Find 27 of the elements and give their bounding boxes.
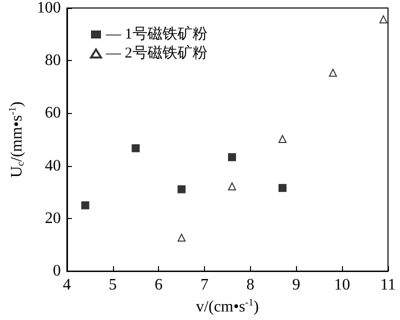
x-tick-label: 8 <box>246 276 254 294</box>
legend-label: — 1号磁铁矿粉 <box>105 26 208 42</box>
point <box>132 144 140 152</box>
x-tick-label: 11 <box>380 276 396 294</box>
x-tick-label: 5 <box>108 276 117 294</box>
x-tick-label: 7 <box>200 276 209 294</box>
point <box>228 153 236 162</box>
point <box>278 184 286 192</box>
x-tick-label: 6 <box>154 276 163 294</box>
point <box>379 15 388 24</box>
y-tick-label: 20 <box>44 210 61 227</box>
y-tick-label: 40 <box>44 157 61 174</box>
legend-label: — 2号磁铁矿粉 <box>105 44 208 62</box>
y-axis-title: Uc/(mm•s-1) <box>8 101 26 178</box>
y-tick-label: 60 <box>44 104 61 122</box>
point <box>228 182 236 190</box>
x-tick-label: 4 <box>62 276 71 294</box>
point <box>178 234 186 242</box>
point <box>328 68 337 77</box>
x-tick-label: 9 <box>292 276 300 294</box>
y-tick-label: 80 <box>44 52 61 70</box>
point <box>81 201 90 210</box>
x-tick-label: 10 <box>334 276 350 294</box>
y-tick-label: 0 <box>52 262 61 280</box>
point <box>278 135 286 144</box>
y-tick-label: 100 <box>36 0 61 16</box>
point <box>178 185 186 194</box>
